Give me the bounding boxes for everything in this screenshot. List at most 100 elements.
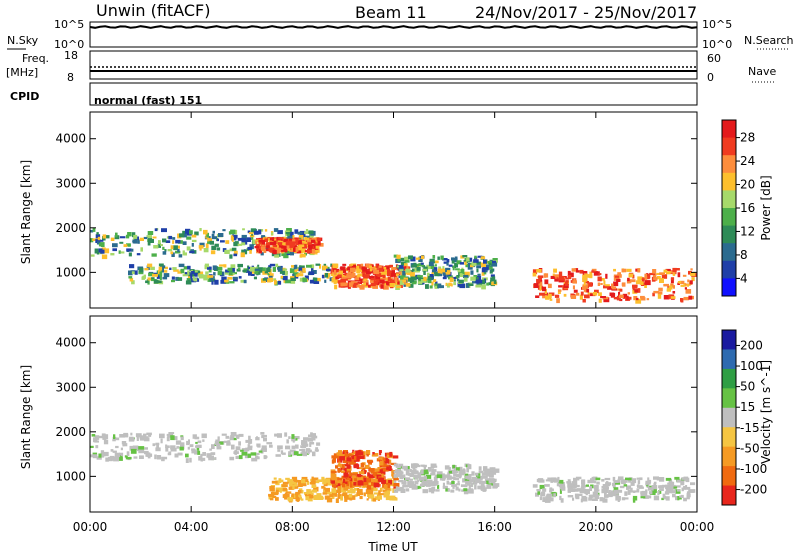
power-cell — [324, 273, 328, 278]
power-cell — [680, 298, 684, 303]
velocity-cell — [387, 459, 392, 464]
power-cell — [409, 279, 415, 284]
power-cell — [586, 281, 589, 286]
power-cell — [193, 278, 198, 282]
power-cell — [255, 239, 261, 243]
power-cell — [404, 256, 409, 261]
velocity-cell — [139, 435, 145, 439]
velocity-cell — [551, 477, 557, 483]
velocity-cell — [346, 457, 352, 462]
power-cell — [400, 275, 404, 280]
velocity-cell — [112, 439, 116, 442]
power-cell — [533, 283, 539, 288]
power-cell — [616, 278, 621, 282]
velocity-cell — [177, 452, 183, 456]
power-cell — [97, 236, 101, 241]
power-cell — [144, 268, 149, 271]
power-cell — [684, 287, 687, 290]
velocity-cell — [236, 435, 240, 439]
power-cell — [256, 238, 261, 241]
velocity-cell — [407, 473, 413, 476]
power-cell — [128, 276, 133, 279]
power-cell — [690, 295, 694, 300]
velocity-cell — [392, 497, 398, 501]
velocity-cell — [483, 466, 488, 471]
velocity-cell — [616, 489, 623, 493]
power-cell — [550, 275, 556, 279]
power-cell — [261, 239, 266, 245]
velocity-cell — [443, 475, 446, 480]
velocity-cell — [344, 464, 348, 467]
velocity-cell — [98, 453, 102, 458]
power-cell — [491, 260, 497, 263]
power-cell — [298, 240, 302, 245]
x-tick-label: 20:00 — [579, 520, 614, 534]
power-cell — [545, 273, 549, 278]
power-cell — [597, 276, 602, 282]
velocity-cell — [386, 464, 390, 468]
velocity-cell — [550, 478, 554, 483]
power-colorbar-swatch — [722, 208, 736, 227]
power-cell — [189, 249, 194, 253]
power-cell — [381, 280, 388, 285]
power-cell — [160, 244, 163, 247]
power-cell — [634, 289, 639, 293]
velocity-cell — [300, 452, 306, 456]
power-cell — [391, 270, 395, 275]
velocity-cell — [90, 454, 97, 458]
power-cell — [251, 233, 254, 236]
velocity-cell — [161, 456, 168, 460]
power-cell — [191, 234, 197, 238]
velocity-cell — [591, 494, 596, 498]
power-cell — [178, 263, 185, 268]
power-cell — [607, 286, 612, 290]
power-cell — [254, 268, 260, 271]
velocity-cell — [356, 467, 363, 470]
power-cell — [487, 261, 492, 265]
velocity-cell — [135, 433, 142, 438]
velocity-cell — [331, 455, 337, 459]
velocity-cell — [274, 433, 278, 437]
velocity-cell — [419, 472, 423, 475]
power-cell — [279, 238, 284, 241]
velocity-cell — [469, 479, 475, 482]
power-cell — [451, 257, 458, 263]
velocity-cell — [98, 435, 103, 439]
velocity-cell — [195, 445, 198, 448]
power-cell — [459, 283, 466, 289]
freq-tick-bottom: 8 — [67, 71, 74, 84]
velocity-cell — [353, 488, 359, 491]
power-cell — [178, 254, 183, 258]
power-cell — [369, 275, 375, 280]
power-cell — [290, 250, 294, 256]
velocity-cell — [340, 454, 345, 458]
velocity-cell — [405, 488, 410, 492]
velocity-cell — [593, 484, 599, 490]
velocity-cell — [301, 490, 304, 494]
power-cell — [611, 288, 618, 291]
velocity-cell — [223, 440, 229, 443]
velocity-cell — [156, 444, 159, 448]
power-cell — [363, 280, 366, 286]
power-cell — [143, 274, 146, 279]
velocity-cell — [676, 489, 681, 492]
power-cell — [90, 254, 95, 257]
power-cell — [457, 282, 461, 287]
velocity-cell — [346, 478, 351, 481]
velocity-cell — [542, 488, 547, 492]
velocity-cell — [590, 478, 595, 483]
power-cell — [657, 294, 662, 299]
velocity-cell — [374, 453, 379, 457]
power-cell — [97, 241, 101, 245]
velocity-cell — [397, 474, 402, 478]
power-cell — [291, 268, 295, 273]
power-cell — [397, 281, 402, 285]
velocity-cell — [626, 486, 630, 490]
power-cell — [549, 298, 553, 301]
power-cell — [284, 247, 287, 253]
velocity-ytick-label: 4000 — [55, 336, 86, 350]
power-cell — [147, 263, 153, 268]
power-cell — [148, 272, 154, 277]
power-cell — [603, 297, 610, 303]
